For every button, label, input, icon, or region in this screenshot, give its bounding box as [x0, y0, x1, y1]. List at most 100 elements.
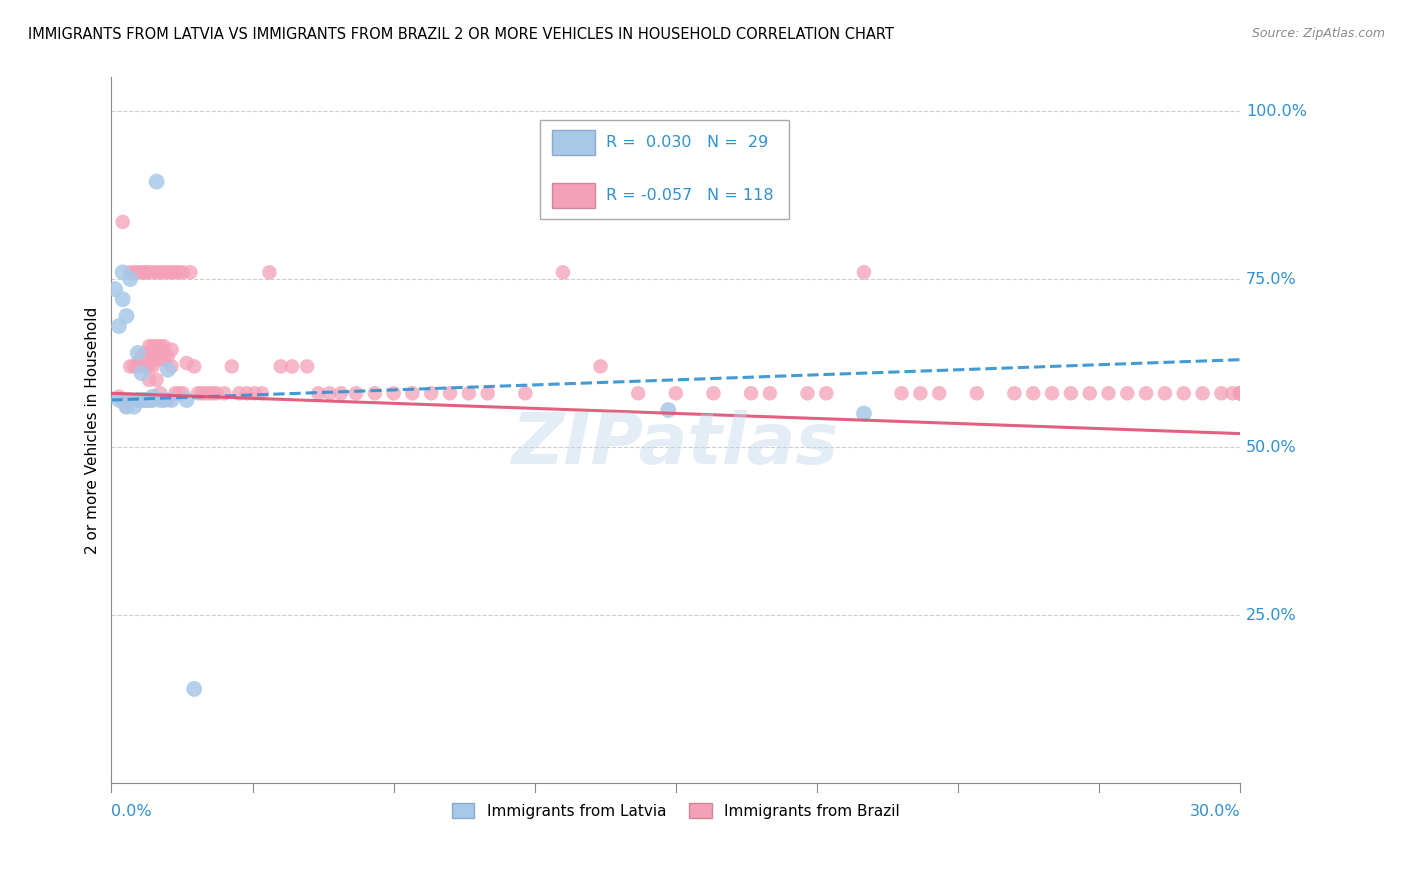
FancyBboxPatch shape: [540, 120, 789, 219]
Point: [1229, 386, 1251, 401]
Text: IMMIGRANTS FROM LATVIA VS IMMIGRANTS FROM BRAZIL 2 OR MORE VEHICLES IN HOUSEHOLD: IMMIGRANTS FROM LATVIA VS IMMIGRANTS FRO…: [28, 27, 894, 42]
Point: [815, 386, 838, 401]
Point: [138, 339, 160, 353]
Point: [134, 392, 156, 407]
Point: [1078, 386, 1101, 401]
Point: [295, 359, 318, 374]
Point: [134, 359, 156, 374]
Point: [1022, 386, 1045, 401]
Point: [1004, 386, 1026, 401]
Point: [149, 352, 172, 367]
Point: [928, 386, 950, 401]
Text: ZIPatlas: ZIPatlas: [512, 409, 839, 479]
Point: [127, 359, 149, 374]
Point: [890, 386, 912, 401]
Point: [1060, 386, 1083, 401]
Text: R = -0.057: R = -0.057: [606, 188, 692, 203]
Point: [160, 392, 183, 407]
Point: [156, 363, 179, 377]
Text: 75.0%: 75.0%: [1246, 271, 1296, 286]
Point: [1040, 386, 1063, 401]
Point: [142, 392, 165, 407]
Point: [104, 282, 127, 296]
Point: [344, 386, 367, 401]
Point: [127, 265, 149, 279]
Text: R =  0.030: R = 0.030: [606, 136, 692, 150]
Point: [153, 265, 176, 279]
Point: [115, 392, 138, 407]
Point: [160, 359, 183, 374]
Point: [176, 392, 198, 407]
Point: [515, 386, 537, 401]
Point: [259, 265, 281, 279]
Point: [120, 265, 142, 279]
Point: [665, 386, 688, 401]
Point: [1211, 386, 1233, 401]
Point: [127, 392, 149, 407]
Point: [187, 386, 209, 401]
Point: [194, 386, 217, 401]
Point: [176, 356, 198, 370]
Point: [852, 406, 875, 420]
Point: [172, 386, 194, 401]
Point: [142, 390, 165, 404]
Point: [122, 265, 145, 279]
Point: [156, 349, 179, 363]
Point: [627, 386, 650, 401]
Point: [142, 349, 165, 363]
Point: [122, 400, 145, 414]
Legend: Immigrants from Latvia, Immigrants from Brazil: Immigrants from Latvia, Immigrants from …: [446, 797, 905, 825]
Point: [127, 346, 149, 360]
Point: [111, 392, 134, 407]
Text: N =  29: N = 29: [707, 136, 769, 150]
Point: [236, 386, 259, 401]
Point: [134, 265, 156, 279]
Point: [307, 386, 329, 401]
Point: [401, 386, 423, 401]
Point: [205, 386, 228, 401]
Point: [142, 359, 165, 374]
Point: [138, 265, 160, 279]
Point: [153, 339, 176, 353]
Point: [160, 265, 183, 279]
Point: [153, 392, 176, 407]
Point: [138, 373, 160, 387]
Point: [122, 359, 145, 374]
Point: [1229, 386, 1251, 401]
Point: [329, 386, 352, 401]
Point: [382, 386, 405, 401]
Point: [111, 265, 134, 279]
Text: Source: ZipAtlas.com: Source: ZipAtlas.com: [1251, 27, 1385, 40]
Text: N = 118: N = 118: [707, 188, 775, 203]
Point: [131, 265, 153, 279]
Point: [551, 265, 574, 279]
Point: [1097, 386, 1119, 401]
Point: [318, 386, 340, 401]
Point: [131, 366, 153, 380]
Point: [145, 175, 167, 189]
Point: [145, 265, 167, 279]
Point: [702, 386, 724, 401]
Point: [1154, 386, 1177, 401]
Point: [221, 359, 243, 374]
Point: [145, 349, 167, 363]
Point: [138, 392, 160, 407]
Point: [138, 359, 160, 374]
Point: [250, 386, 273, 401]
Point: [138, 349, 160, 363]
Point: [134, 346, 156, 360]
Point: [131, 392, 153, 407]
Point: [796, 386, 818, 401]
Point: [131, 359, 153, 374]
Point: [153, 392, 176, 407]
Point: [179, 265, 201, 279]
Point: [134, 265, 156, 279]
Point: [852, 265, 875, 279]
Point: [1222, 386, 1244, 401]
Point: [457, 386, 479, 401]
Point: [127, 392, 149, 407]
Point: [156, 392, 179, 407]
Point: [167, 265, 190, 279]
Point: [759, 386, 782, 401]
Point: [165, 265, 187, 279]
